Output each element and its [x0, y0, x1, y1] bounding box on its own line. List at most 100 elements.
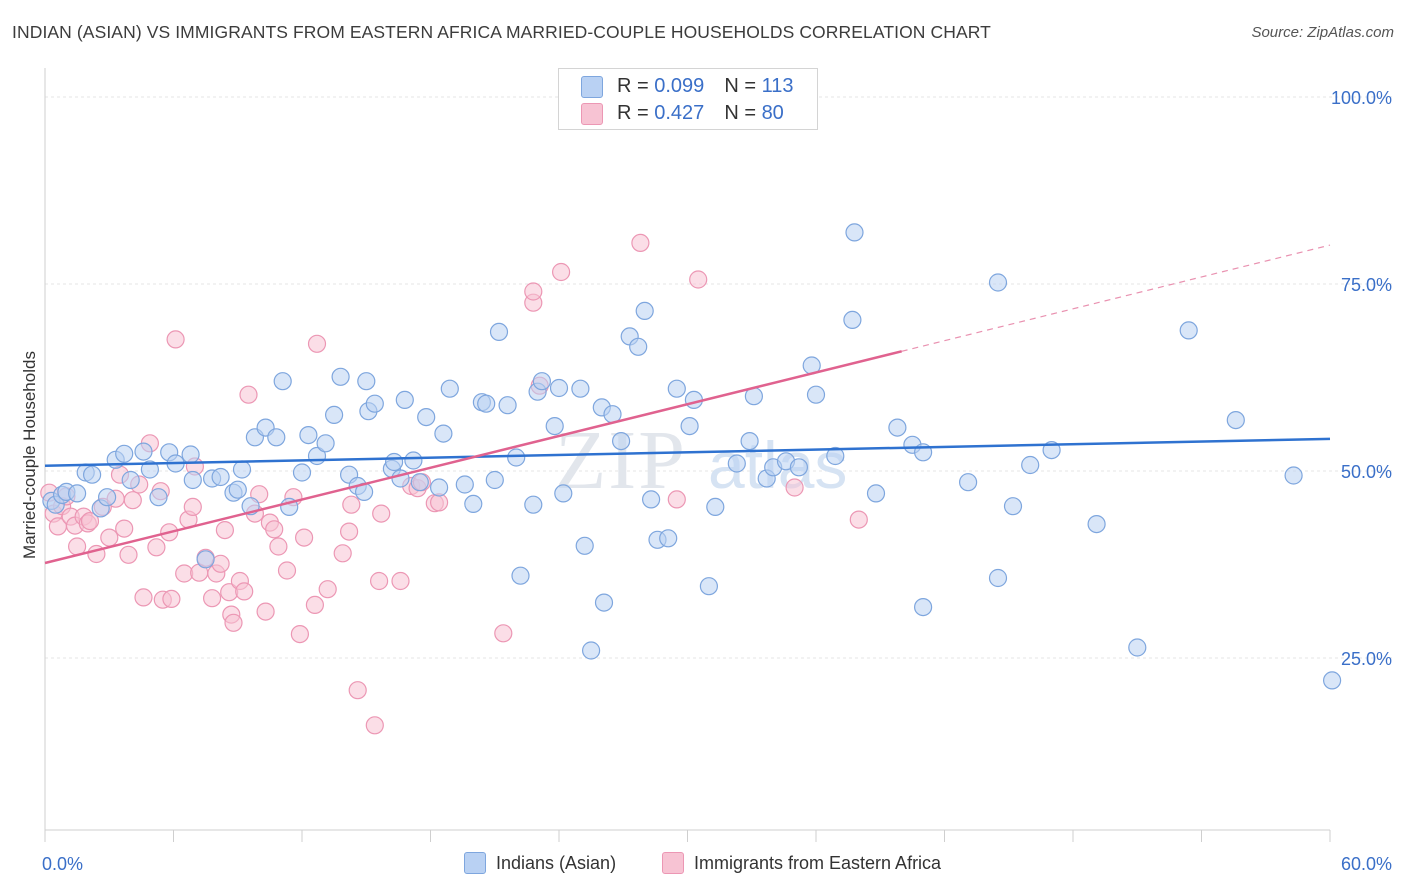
x-tick-label-max: 60.0%: [1341, 854, 1392, 874]
data-point-eastern-africa: [215, 520, 234, 540]
data-point-indians: [97, 488, 117, 507]
data-point-indians: [554, 484, 573, 503]
data-point-indians: [440, 379, 459, 398]
y-axis-label: Married-couple Households: [20, 351, 39, 559]
data-point-indians: [196, 550, 215, 569]
data-point-eastern-africa: [134, 588, 153, 607]
data-point-indians: [410, 473, 429, 492]
data-point-indians: [325, 405, 344, 424]
data-point-indians: [385, 452, 404, 472]
data-point-indians: [988, 568, 1008, 588]
data-point-eastern-africa: [269, 537, 288, 556]
data-point-indians: [667, 379, 686, 398]
legend-item-indians[interactable]: Indians (Asian): [464, 852, 616, 874]
data-point-eastern-africa: [290, 624, 309, 644]
data-point-indians: [826, 446, 845, 466]
data-point-eastern-africa: [211, 554, 230, 573]
chart-title: INDIAN (ASIAN) VS IMMIGRANTS FROM EASTER…: [12, 22, 991, 42]
data-point-eastern-africa: [277, 561, 297, 580]
stats-row-indians: R = 0.099 N = 113: [581, 75, 793, 98]
data-point-indians: [1087, 514, 1106, 534]
data-point-eastern-africa: [80, 511, 100, 531]
trend-lines: [44, 244, 1331, 565]
data-point-indians: [1284, 466, 1303, 485]
y-tick-label: 100.0%: [1331, 88, 1392, 108]
data-point-indians: [843, 310, 862, 329]
data-point-indians: [740, 432, 759, 451]
n-label: N =: [724, 75, 756, 97]
data-point-indians: [228, 480, 247, 499]
data-point-indians: [594, 593, 614, 612]
data-point-indians: [365, 394, 384, 413]
data-point-indians: [511, 566, 530, 585]
data-point-eastern-africa: [203, 589, 222, 608]
data-point-eastern-africa: [340, 522, 359, 541]
data-point-indians: [67, 484, 87, 503]
trend-line-indians: [44, 437, 1331, 468]
data-point-eastern-africa: [166, 330, 185, 349]
data-point-indians: [477, 394, 496, 413]
data-point-eastern-africa: [119, 545, 138, 564]
data-point-indians: [1003, 497, 1023, 516]
data-point-indians: [82, 465, 102, 484]
data-point-indians: [417, 408, 436, 427]
data-point-indians: [545, 417, 564, 436]
n-value-indians: 113: [761, 75, 794, 97]
data-point-indians: [684, 390, 704, 409]
data-point-indians: [699, 577, 719, 596]
y-tick-labels: 25.0% 50.0% 75.0% 100.0%: [1331, 88, 1392, 669]
stats-row-eastern-africa: R = 0.427 N = 80: [581, 102, 784, 125]
data-point-eastern-africa: [318, 580, 337, 599]
data-point-indians: [181, 445, 200, 464]
data-point-indians: [635, 301, 654, 320]
grid-lines: [45, 96, 1392, 659]
data-point-eastern-africa: [365, 716, 384, 735]
legend-item-eastern-africa[interactable]: Immigrants from Eastern Africa: [662, 852, 941, 874]
data-point-indians: [183, 470, 202, 490]
r-label: R =: [617, 102, 649, 124]
data-point-indians: [1322, 671, 1342, 690]
data-point-indians: [507, 448, 526, 467]
data-point-indians: [331, 367, 350, 386]
data-point-indians: [789, 458, 809, 477]
data-point-eastern-africa: [224, 613, 243, 632]
r-label: R =: [617, 75, 649, 97]
legend-swatch-blue: [464, 852, 486, 874]
data-point-indians: [845, 223, 864, 242]
y-tick-label: 75.0%: [1341, 275, 1392, 295]
data-point-indians: [866, 484, 886, 503]
data-point-indians: [581, 641, 601, 660]
series-indians-asian-points: [42, 223, 1342, 690]
legend-swatch-pink: [581, 102, 603, 125]
data-point-indians: [611, 432, 631, 451]
y-tick-label: 50.0%: [1341, 462, 1392, 482]
data-point-indians: [524, 495, 543, 514]
data-point-indians: [532, 372, 552, 391]
data-point-eastern-africa: [348, 681, 367, 700]
watermark-zip: ZIP: [555, 414, 687, 507]
data-point-eastern-africa: [689, 270, 708, 289]
data-point-eastern-africa: [123, 491, 142, 510]
r-value-eastern-africa: 0.427: [654, 102, 705, 124]
data-point-indians: [292, 463, 312, 482]
data-point-indians: [395, 390, 414, 409]
data-point-indians: [988, 273, 1008, 292]
data-point-indians: [727, 454, 746, 473]
y-tick-label: 25.0%: [1341, 649, 1392, 669]
data-point-indians: [549, 378, 569, 398]
data-point-indians: [316, 434, 335, 453]
data-point-indians: [498, 396, 517, 415]
data-point-indians: [706, 497, 725, 516]
data-point-indians: [1021, 455, 1040, 475]
trend-line-eastern-africa-extension: [901, 244, 1331, 352]
data-point-indians: [571, 379, 590, 398]
data-point-indians: [455, 475, 474, 494]
data-point-indians: [115, 444, 134, 463]
legend-swatch-blue: [581, 75, 603, 98]
data-point-eastern-africa: [372, 504, 391, 523]
data-point-eastern-africa: [256, 602, 275, 621]
data-point-eastern-africa: [147, 538, 166, 557]
data-point-eastern-africa: [235, 582, 254, 601]
data-point-indians: [1179, 321, 1198, 340]
data-point-eastern-africa: [333, 544, 352, 563]
